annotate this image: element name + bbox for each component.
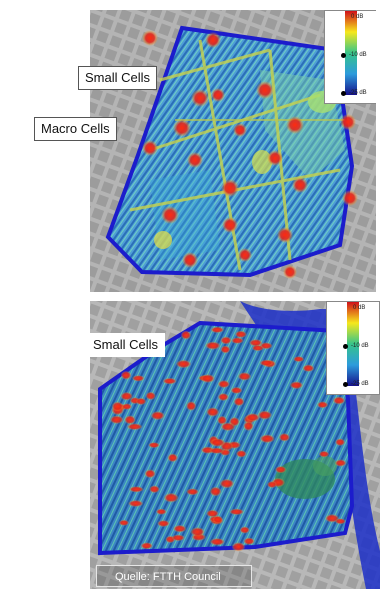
bottom-legend-marker-min — [343, 382, 348, 387]
small-cell-hotspot — [230, 386, 243, 394]
small-cell-hotspot — [335, 438, 346, 446]
top-legend-marker-min — [341, 91, 346, 96]
small-cell-hotspot — [171, 534, 185, 542]
small-cell-hotspot — [316, 401, 329, 409]
top-small-cells-label: Small Cells — [78, 66, 158, 90]
small-cell-hotspot — [217, 415, 228, 425]
small-cell-hotspot — [243, 537, 255, 545]
top-legend-min: -25 dB — [349, 90, 367, 96]
top-legend-bar — [345, 11, 357, 95]
small-cell-hotspot — [149, 485, 160, 494]
small-cell-hotspot — [120, 370, 132, 380]
small-cell-hotspot — [186, 401, 197, 411]
small-cell-hotspot — [148, 442, 160, 449]
small-cell-hotspot — [206, 407, 220, 417]
small-cell-hotspot — [209, 447, 225, 454]
small-cell-hotspot — [334, 459, 347, 467]
small-cell-hotspot — [229, 508, 245, 516]
small-cell-hotspot — [217, 380, 230, 389]
small-cell-hotspot — [167, 453, 179, 463]
top-macro-cells-label: Macro Cells — [34, 117, 117, 141]
small-cell-hotspot — [131, 375, 145, 382]
top-coverage-map: 0 dB -10 dB -25 dB — [90, 10, 376, 292]
small-cell-hotspot — [274, 465, 287, 474]
small-cell-hotspot — [217, 393, 229, 401]
small-cell-hotspot — [245, 413, 260, 422]
bottom-legend-bar — [347, 302, 359, 386]
small-cell-hotspot — [219, 478, 235, 489]
small-cell-hotspot — [175, 359, 192, 369]
bottom-legend: 0 dB -10 dB -25 dB — [326, 301, 380, 395]
small-cell-hotspot — [210, 326, 225, 333]
small-cell-hotspot — [150, 411, 165, 421]
small-cell-hotspot — [120, 391, 133, 401]
small-cell-hotspot — [209, 486, 222, 497]
small-cell-hotspot — [190, 527, 205, 537]
small-cell-hotspot — [126, 423, 143, 431]
small-cell-hotspot — [124, 415, 136, 425]
small-cell-hotspot — [135, 397, 147, 406]
small-cell-hotspot — [173, 524, 187, 533]
small-cell-hotspot — [257, 410, 273, 420]
small-cell-hotspot — [334, 518, 346, 525]
small-cell-hotspot — [111, 401, 124, 412]
small-cell-hotspot — [210, 438, 226, 447]
small-cell-hotspot — [140, 542, 153, 550]
small-cell-hotspot — [220, 336, 232, 345]
top-cell-hotspots — [142, 30, 358, 279]
top-legend-marker-mid — [341, 53, 346, 58]
small-cell-hotspot — [186, 488, 199, 496]
small-cell-hotspot — [248, 339, 263, 347]
small-cell-hotspot — [128, 500, 144, 507]
small-cell-hotspot — [162, 377, 177, 385]
small-cell-hotspot — [144, 469, 156, 479]
small-cell-hotspot — [234, 330, 247, 338]
top-legend: 0 dB -10 dB -25 dB — [324, 10, 376, 104]
small-cell-hotspot — [233, 397, 245, 407]
bottom-legend-mid: -10 dB — [351, 343, 369, 349]
small-cell-hotspot — [259, 359, 274, 367]
small-cell-hotspot — [145, 391, 156, 401]
small-cell-hotspot — [243, 421, 254, 431]
bottom-legend-marker-mid — [343, 344, 348, 349]
small-cell-hotspot — [163, 492, 179, 503]
bottom-cell-hotspots — [109, 326, 347, 552]
small-cell-hotspot — [212, 515, 224, 524]
source-credit: Quelle: FTTH Council — [96, 565, 252, 587]
small-cell-hotspot — [206, 509, 219, 518]
small-cell-hotspot — [180, 330, 192, 340]
small-cell-hotspot — [293, 356, 305, 363]
bottom-legend-min: -25 dB — [351, 381, 369, 387]
small-cell-hotspot — [220, 345, 231, 354]
small-cell-hotspot — [332, 396, 346, 405]
small-cell-hotspot — [237, 372, 252, 381]
small-cell-hotspot — [278, 433, 291, 442]
small-cell-hotspot — [109, 415, 124, 424]
small-cell-hotspot — [220, 422, 236, 432]
small-cell-hotspot — [231, 542, 246, 552]
small-cell-hotspot — [209, 538, 225, 546]
top-legend-mid: -10 dB — [349, 52, 367, 58]
small-cell-hotspot — [289, 381, 304, 390]
small-cell-hotspot — [267, 481, 277, 489]
small-cell-hotspot — [200, 374, 216, 383]
small-cell-hotspot — [235, 450, 247, 458]
small-cell-hotspot — [239, 526, 250, 534]
small-cell-hotspot — [259, 434, 275, 444]
small-cell-hotspot — [231, 337, 244, 344]
small-cell-hotspot — [157, 520, 170, 527]
small-cell-hotspot — [205, 341, 221, 350]
small-cell-hotspot — [118, 519, 130, 526]
small-cell-hotspot — [302, 364, 315, 372]
small-cell-hotspot — [318, 450, 330, 458]
small-cell-hotspot — [128, 486, 144, 493]
bottom-small-cells-label: Small Cells — [86, 333, 166, 357]
small-cell-hotspot — [155, 508, 167, 515]
bottom-legend-max: 0 dB — [353, 305, 366, 311]
top-legend-max: 0 dB — [351, 14, 364, 20]
small-cell-hotspot — [121, 403, 133, 410]
